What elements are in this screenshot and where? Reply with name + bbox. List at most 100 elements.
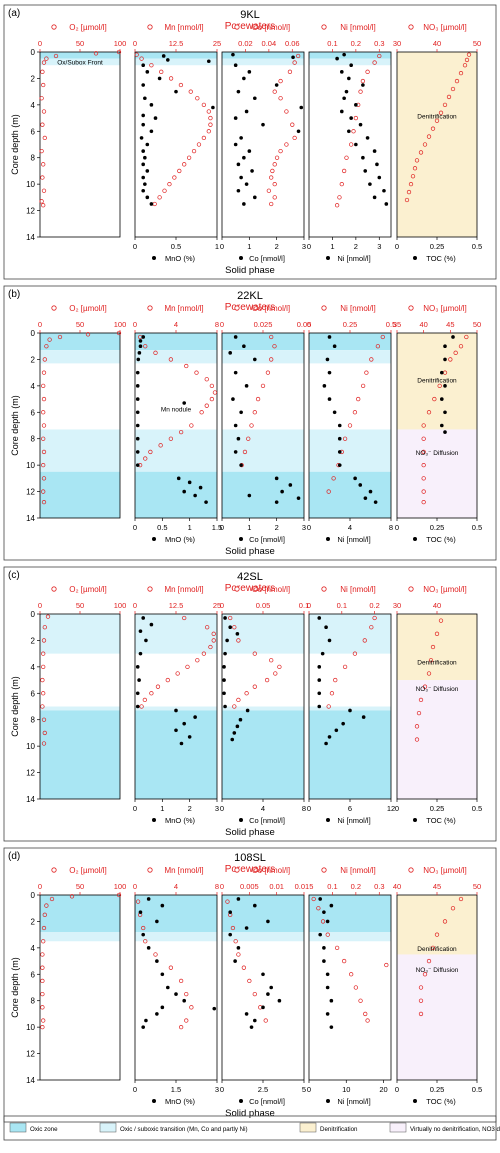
bottom-tick-label: 3 (215, 804, 219, 813)
legend-filled-circle (152, 537, 156, 541)
porewaters-label: Porewaters (225, 302, 276, 313)
solid-phase-point (231, 397, 235, 401)
panel-title: 22KL (237, 290, 263, 302)
solid-phase-point (135, 450, 140, 454)
porewater-point (414, 737, 420, 742)
zone-diffusion (397, 680, 477, 799)
solid-phase-point (239, 463, 243, 467)
solid-phase-point (332, 410, 337, 415)
solid-phase-point (137, 678, 141, 682)
porewater-point (278, 78, 283, 84)
solid-phase-point (223, 704, 227, 709)
top-tick-label: 40 (393, 882, 401, 891)
top-tick-label: 0.06 (285, 39, 300, 48)
solid-phase-point (440, 397, 444, 401)
bottom-axis-label: Co [nmol/l] (249, 535, 285, 544)
solid-phase-point (261, 122, 265, 127)
porewater-point (212, 390, 218, 395)
porewater-point (182, 615, 187, 621)
zone-oxic (40, 333, 120, 351)
porewater-point (428, 658, 434, 663)
top-axis-label: O₂ [µmol/l] (69, 585, 107, 594)
y-tick-label: 12 (26, 207, 35, 216)
legend-open-circle (321, 586, 327, 592)
solid-phase-point (182, 998, 186, 1003)
legend-filled-circle (326, 256, 330, 260)
top-tick-label: 0 (133, 39, 137, 48)
bottom-tick-label: 0 (395, 523, 399, 532)
porewater-point (236, 952, 241, 957)
solid-phase-point (348, 708, 352, 713)
bottom-axis-label: Co [nmol/l] (249, 816, 285, 825)
solid-phase-point (274, 83, 279, 87)
solid-phase-point (138, 651, 143, 656)
porewater-point (201, 135, 207, 141)
porewater-point (40, 965, 45, 970)
solid-phase-point (233, 335, 238, 339)
porewater-point (39, 148, 44, 154)
solid-phase-point (324, 625, 328, 630)
porewater-point (178, 429, 184, 435)
zone-transition (135, 58, 217, 66)
porewater-point (53, 53, 59, 59)
porewater-point (168, 965, 174, 970)
porewater-point (363, 1011, 368, 1017)
zone-denit (397, 614, 477, 681)
porewater-point (206, 129, 211, 134)
porewater-point (450, 86, 456, 92)
zone-oxic (135, 710, 217, 799)
y-tick-label: 0 (31, 329, 36, 338)
solid-phase-point (249, 1025, 254, 1029)
porewater-point (295, 53, 301, 59)
zone-transition (40, 429, 120, 472)
porewater-point (40, 978, 45, 984)
porewater-point (404, 197, 410, 203)
porewater-point (135, 899, 141, 904)
solid-phase-point (277, 998, 282, 1003)
porewater-point (421, 476, 426, 481)
zone-annotation: Denitrification (417, 946, 457, 953)
porewater-point (194, 370, 199, 375)
zone-oxic (40, 52, 120, 59)
bottom-axis-label: MnO (%) (165, 1097, 196, 1106)
plot-frame (308, 894, 392, 1081)
y-tick-label: 2 (31, 917, 36, 926)
zone-transition (40, 706, 120, 711)
porewater-point (263, 1018, 268, 1023)
zone-annotation: NO₃⁻ Diffusion (416, 686, 459, 693)
solid-phase-point (334, 728, 339, 733)
bottom-tick-label: 8 (302, 804, 306, 813)
top-tick-label: 50 (76, 39, 84, 48)
solid-phase-point (344, 89, 349, 94)
zone-transition (40, 932, 120, 942)
solid-phase-point (239, 136, 243, 140)
solid-phase-point (223, 651, 227, 656)
legend-filled-circle (239, 1099, 243, 1103)
top-tick-label: 100 (114, 601, 127, 610)
porewater-point (41, 436, 46, 441)
solid-phase-point (144, 638, 148, 643)
solid-phase-point (223, 616, 227, 620)
zone-denit (397, 52, 477, 237)
y-tick-label: 14 (26, 795, 35, 804)
bottom-axis-label: TOC (%) (426, 535, 456, 544)
y-tick-label: 12 (26, 769, 35, 778)
legend-filled-circle (413, 818, 417, 822)
porewater-point (437, 383, 442, 389)
top-axis-label: Ni [nmol/l] (340, 23, 376, 32)
top-tick-label: 0.3 (374, 882, 384, 891)
solid-phase-point (236, 436, 241, 441)
top-tick-label: 50 (473, 39, 481, 48)
solid-phase-point (138, 910, 143, 914)
solid-phase-point (327, 335, 332, 339)
porewater-point (49, 896, 55, 902)
top-tick-label: 0 (38, 320, 42, 329)
top-axis-label: Co [nmol/l] (252, 866, 290, 875)
bottom-tick-label: 0 (133, 523, 137, 532)
top-tick-label: 50 (473, 320, 481, 329)
legend-open-circle (408, 586, 414, 592)
porewater-point (458, 896, 464, 902)
bottom-axis-label: MnO (%) (165, 816, 196, 825)
porewater-point (155, 684, 161, 689)
porewater-point (342, 664, 348, 670)
